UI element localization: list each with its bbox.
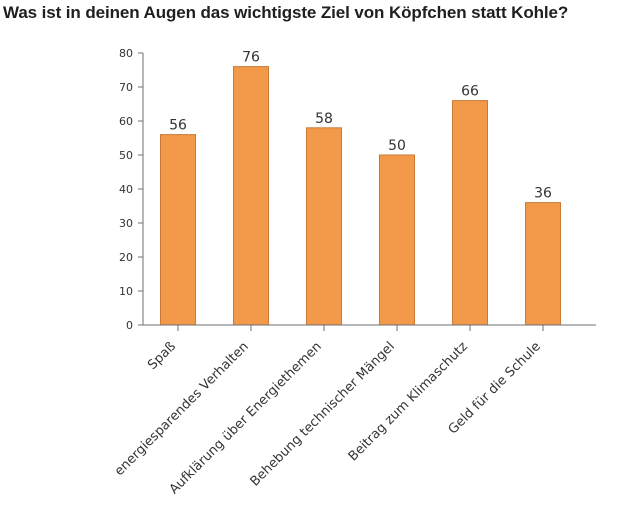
- x-category-label: energiesparendes Verhalten: [112, 339, 252, 479]
- bar: [452, 100, 488, 326]
- x-category-label: Aufklärung über Energiethemen: [167, 339, 325, 497]
- y-tick-label: 10: [119, 285, 133, 298]
- y-tick-label: 40: [119, 183, 133, 196]
- y-axis: 0 10 20 30 40 50 60 70 80: [119, 47, 144, 332]
- bar-value-label: 36: [534, 186, 552, 202]
- bars: 56 76 58 50 66 36: [160, 50, 561, 326]
- y-tick-label: 20: [119, 251, 133, 264]
- x-category-label: Behebung technischer Mängel: [248, 339, 398, 489]
- y-tick-label: 0: [126, 319, 133, 332]
- bar-value-label: 66: [461, 84, 479, 100]
- bar: [525, 202, 561, 326]
- bar-value-label: 56: [169, 118, 187, 134]
- chart-title: Was ist in deinen Augen das wichtigste Z…: [3, 3, 569, 22]
- y-tick-label: 60: [119, 115, 133, 128]
- bar: [379, 154, 415, 326]
- y-tick-label: 50: [119, 149, 133, 162]
- bar-value-label: 76: [242, 50, 260, 66]
- x-category-label: Spaß: [145, 339, 179, 373]
- x-category-label: Beitrag zum Klimaschutz: [346, 339, 471, 464]
- bar: [306, 127, 342, 326]
- y-tick-label: 70: [119, 81, 133, 94]
- bar: [160, 134, 196, 326]
- y-tick-label: 30: [119, 217, 133, 230]
- bar-value-label: 58: [315, 111, 333, 127]
- y-tick-label: 80: [119, 47, 133, 60]
- bar: [233, 66, 269, 326]
- bar-value-label: 50: [388, 138, 406, 154]
